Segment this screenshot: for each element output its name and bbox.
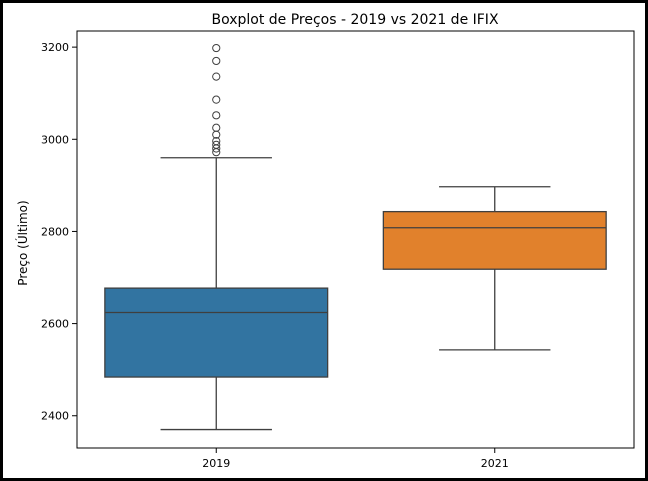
box-2019 <box>104 287 329 378</box>
outlier-point <box>212 56 221 66</box>
axes-frame <box>76 30 635 449</box>
outlier-point <box>212 123 221 132</box>
y-tick-label: 3200 <box>41 41 69 54</box>
outlier-point <box>212 137 221 146</box>
box-2021 <box>382 210 607 270</box>
outlier-point <box>212 140 221 149</box>
y-tick-label: 2600 <box>41 318 69 331</box>
y-axis-label: Preço (Último) <box>15 200 30 285</box>
outlier-point <box>212 95 221 104</box>
y-tick-label: 2800 <box>41 225 69 238</box>
x-tick-label: 2019 <box>202 457 230 470</box>
outlier-point <box>212 43 221 53</box>
plot-area: 2400 2600 2800 3000 3200 2019 2021 <box>41 41 607 470</box>
chart-title: Boxplot de Preços - 2019 vs 2021 de IFIX <box>211 12 498 28</box>
x-tick-label: 2021 <box>481 457 509 470</box>
y-tick-label: 3000 <box>41 133 69 146</box>
y-tick-label: 2400 <box>41 410 69 423</box>
outlier-point <box>212 72 221 81</box>
figure-canvas: Boxplot de Preços - 2019 vs 2021 de IFIX… <box>3 3 645 478</box>
outlier-point <box>212 111 221 120</box>
boxplot-chart: Boxplot de Preços - 2019 vs 2021 de IFIX… <box>15 12 635 470</box>
